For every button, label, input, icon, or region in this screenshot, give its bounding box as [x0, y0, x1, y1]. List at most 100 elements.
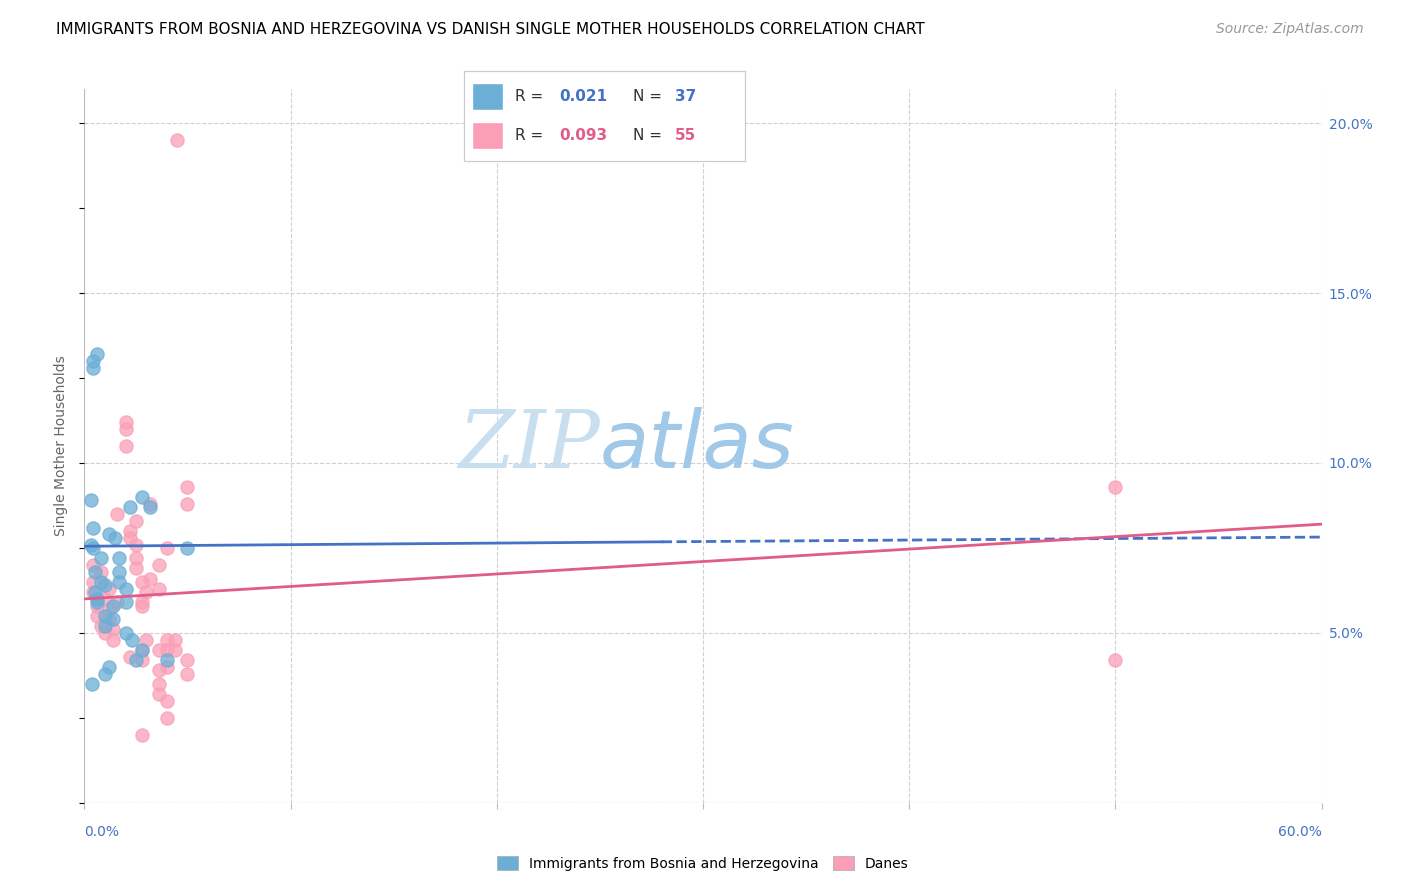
Text: 37: 37 — [675, 89, 696, 103]
Point — [1104, 480, 1126, 494]
Point — [98, 527, 121, 541]
Point — [156, 643, 179, 657]
Point — [90, 574, 112, 589]
Point — [90, 619, 112, 633]
Point — [86, 595, 108, 609]
Point — [139, 500, 162, 515]
Point — [103, 632, 125, 647]
Point — [114, 439, 136, 453]
Point — [108, 551, 131, 566]
Point — [80, 677, 103, 691]
Point — [156, 694, 179, 708]
Point — [156, 632, 179, 647]
Point — [118, 500, 141, 515]
Point — [125, 537, 148, 551]
Point — [94, 666, 117, 681]
Point — [125, 514, 148, 528]
Text: R =: R = — [515, 89, 548, 103]
Point — [114, 422, 136, 436]
Point — [156, 653, 179, 667]
Point — [156, 541, 179, 555]
Point — [82, 585, 104, 599]
Y-axis label: Single Mother Households: Single Mother Households — [55, 356, 69, 536]
Point — [83, 585, 105, 599]
Point — [176, 653, 198, 667]
Text: Source: ZipAtlas.com: Source: ZipAtlas.com — [1216, 22, 1364, 37]
Point — [98, 582, 121, 596]
Point — [131, 643, 153, 657]
Point — [94, 619, 117, 633]
Point — [139, 497, 162, 511]
Point — [79, 493, 101, 508]
Point — [125, 653, 148, 667]
Point — [114, 595, 136, 609]
Point — [82, 360, 104, 375]
Point — [1104, 653, 1126, 667]
Point — [131, 643, 153, 657]
Point — [131, 595, 153, 609]
Point — [118, 524, 141, 538]
Point — [103, 612, 125, 626]
Point — [148, 687, 170, 701]
Point — [94, 608, 117, 623]
Text: 0.093: 0.093 — [560, 128, 607, 143]
Point — [166, 133, 188, 147]
Point — [94, 578, 117, 592]
Point — [131, 574, 153, 589]
Point — [165, 643, 187, 657]
Point — [131, 599, 153, 613]
Point — [176, 666, 198, 681]
Point — [148, 677, 170, 691]
Point — [98, 602, 121, 616]
Point — [114, 415, 136, 429]
Point — [98, 612, 121, 626]
Point — [103, 599, 125, 613]
Point — [121, 632, 143, 647]
Point — [176, 497, 198, 511]
Point — [114, 626, 136, 640]
Point — [125, 561, 148, 575]
Point — [156, 711, 179, 725]
Point — [131, 490, 153, 504]
Point — [139, 572, 162, 586]
Point — [83, 565, 105, 579]
Point — [118, 649, 141, 664]
Text: ZIP: ZIP — [458, 408, 600, 484]
Text: 0.021: 0.021 — [560, 89, 607, 103]
Text: IMMIGRANTS FROM BOSNIA AND HERZEGOVINA VS DANISH SINGLE MOTHER HOUSEHOLDS CORREL: IMMIGRANTS FROM BOSNIA AND HERZEGOVINA V… — [56, 22, 925, 37]
Point — [94, 626, 117, 640]
Point — [90, 565, 112, 579]
Text: 60.0%: 60.0% — [1278, 825, 1322, 839]
Point — [105, 507, 128, 521]
Point — [156, 660, 179, 674]
Point — [135, 632, 157, 647]
Point — [108, 574, 131, 589]
Text: R =: R = — [515, 128, 548, 143]
Point — [131, 728, 153, 742]
Point — [82, 520, 104, 534]
Point — [98, 660, 121, 674]
Point — [104, 531, 127, 545]
Text: N =: N = — [633, 89, 666, 103]
Point — [82, 541, 104, 555]
Point — [94, 591, 117, 606]
Point — [135, 585, 157, 599]
Point — [90, 551, 112, 566]
Point — [86, 591, 108, 606]
Point — [82, 574, 104, 589]
Point — [148, 582, 170, 596]
Legend: Immigrants from Bosnia and Herzegovina, Danes: Immigrants from Bosnia and Herzegovina, … — [492, 850, 914, 876]
Point — [148, 663, 170, 677]
Point — [108, 565, 131, 579]
Point — [82, 354, 104, 368]
Point — [114, 582, 136, 596]
Text: atlas: atlas — [600, 407, 794, 485]
Point — [86, 599, 108, 613]
Text: 0.0%: 0.0% — [84, 825, 120, 839]
Point — [118, 531, 141, 545]
Point — [148, 558, 170, 572]
Point — [176, 541, 198, 555]
Point — [148, 643, 170, 657]
Point — [131, 653, 153, 667]
Point — [86, 347, 108, 361]
